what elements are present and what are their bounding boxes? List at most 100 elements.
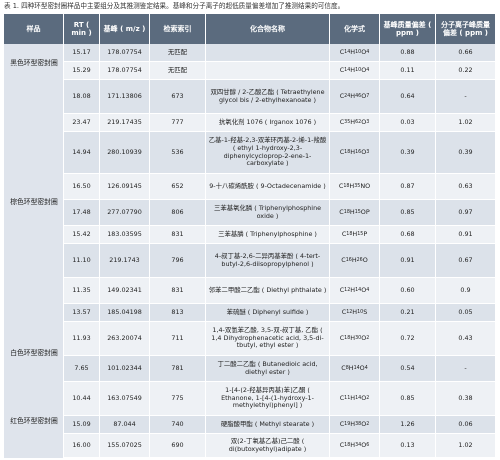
- search-index-cell: 806: [150, 200, 206, 225]
- formula-cell: C 18 H 30 O 2: [330, 322, 380, 355]
- base-error-cell: 0.72: [380, 322, 436, 355]
- base-error-cell: 0.13: [380, 434, 436, 457]
- formula-cell: C 18 H 15 P: [330, 226, 380, 243]
- mol-error-cell: 0.63: [436, 174, 496, 199]
- header-rt: RT ( min ): [64, 14, 100, 44]
- mol-error-cell: 0.38: [436, 382, 496, 415]
- mol-error-cell: -: [436, 356, 496, 381]
- base-peak-cell: 219.1743: [100, 244, 150, 277]
- rt-cell: 14.94: [64, 132, 100, 173]
- mol-error-cell: 0.22: [436, 62, 496, 79]
- mol-error-cell: 0.9: [436, 278, 496, 303]
- table-row: 11.35 149.02341 831 邻苯二甲酸二乙酯 ( Diethyl phth…: [64, 278, 496, 304]
- base-peak-cell: 277.07790: [100, 200, 150, 225]
- header-base-error: 基峰质量偏差 ( ppm ): [380, 14, 436, 44]
- mol-error-cell: 0.39: [436, 132, 496, 173]
- base-peak-cell: 178.07754: [100, 62, 150, 79]
- search-index-cell: 673: [150, 80, 206, 113]
- sample-category-label: 棕色环型密封圈: [10, 198, 58, 206]
- compound-cell: 苯硫醚 ( Diphenyl sulfide ): [206, 304, 330, 321]
- table-row: 16.00 155.07025 690 双(2-丁氧基乙基)己二酸 ( di(buto…: [64, 434, 496, 458]
- compound-cell: 丁二酸二乙酯 ( Butanedioic acid, diethyl ester…: [206, 356, 330, 381]
- header-search-index: 检索索引: [150, 14, 206, 44]
- search-index-cell: 781: [150, 356, 206, 381]
- table-row: 18.08 171.13806 673 双四甘醇 / 2-乙酸乙酯 ( Tetraet…: [64, 80, 496, 114]
- table-body: 黑色环型密封圈 棕色环型密封圈 白色环型密封圈 红色环型密封圈 15.17 178.07…: [4, 44, 496, 458]
- table-row: 17.48 277.07790 806 三苯基氧化膦 ( Triphenylphosp…: [64, 200, 496, 226]
- table-rows: 15.17 178.07754 无匹配 C 14 H 10 O 4 0.88 0.66 15.29 17…: [64, 44, 496, 458]
- formula-cell: C 11 H 14 O 2: [330, 382, 380, 415]
- mol-error-cell: 0.66: [436, 44, 496, 61]
- table-row: 16.50 126.09145 652 9-十八碳烯酰胺 ( 9-Octadecena…: [64, 174, 496, 200]
- compound-cell: 三苯基膦 ( Triphenylphosphine ): [206, 226, 330, 243]
- table-header: 样品 RT ( min ) 基峰 ( m/z ) 检索索引 化合物名称 化学式 …: [4, 14, 496, 44]
- formula-cell: C 18 H 15 OP: [330, 200, 380, 225]
- table-row: 10.44 163.07549 775 1-[4-(2-羟基异丙基)苯]乙酮 ( Et…: [64, 382, 496, 416]
- base-error-cell: 0.21: [380, 304, 436, 321]
- table-row: 15.09 87.044 740 硬脂酸甲酯 ( Methyl stearate ) C…: [64, 416, 496, 434]
- table-row: 11.10 219.1743 796 4-叔丁基-2,6-二异丙基苯酚 ( 4-ter…: [64, 244, 496, 278]
- formula-cell: C 35 H 62 O 3: [330, 114, 380, 131]
- base-error-cell: 0.91: [380, 244, 436, 277]
- base-peak-cell: 185.04198: [100, 304, 150, 321]
- mol-error-cell: -: [436, 80, 496, 113]
- compound-cell: 邻苯二甲酸二乙酯 ( Diethyl phthalate ): [206, 278, 330, 303]
- compound-cell: 双(2-丁氧基乙基)己二酸 ( di(butoxyethyl)adipate ): [206, 434, 330, 457]
- search-index-cell: 740: [150, 416, 206, 433]
- sample-category-label: 白色环型密封圈: [10, 349, 58, 357]
- rt-cell: 13.57: [64, 304, 100, 321]
- base-error-cell: 0.85: [380, 200, 436, 225]
- base-error-cell: 0.39: [380, 132, 436, 173]
- rt-cell: 11.93: [64, 322, 100, 355]
- rt-cell: 11.10: [64, 244, 100, 277]
- formula-cell: C 16 H 26 O: [330, 244, 380, 277]
- base-peak-cell: 126.09145: [100, 174, 150, 199]
- base-error-cell: 0.88: [380, 44, 436, 61]
- header-compound: 化合物名称: [206, 14, 330, 44]
- search-index-cell: 无匹配: [150, 44, 206, 61]
- rt-cell: 17.48: [64, 200, 100, 225]
- mol-error-cell: 1.02: [436, 114, 496, 131]
- base-peak-cell: 263.20074: [100, 322, 150, 355]
- formula-cell: C 24 H 46 O 7: [330, 80, 380, 113]
- formula-cell: C 19 H 38 O 2: [330, 416, 380, 433]
- header-sample: 样品: [4, 14, 64, 44]
- base-error-cell: 0.64: [380, 80, 436, 113]
- rt-cell: 15.09: [64, 416, 100, 433]
- compound-cell: 抗氧化剂 1076 ( Irganox 1076 ): [206, 114, 330, 131]
- mol-error-cell: 0.67: [436, 244, 496, 277]
- formula-cell: C 14 H 10 O 4: [330, 44, 380, 61]
- rt-cell: 16.00: [64, 434, 100, 457]
- search-index-cell: 536: [150, 132, 206, 173]
- search-index-cell: 690: [150, 434, 206, 457]
- rt-cell: 7.65: [64, 356, 100, 381]
- compound-cell: 硬脂酸甲酯 ( Methyl stearate ): [206, 416, 330, 433]
- search-index-cell: 831: [150, 226, 206, 243]
- search-index-cell: 711: [150, 322, 206, 355]
- search-index-cell: 831: [150, 278, 206, 303]
- compound-cell: 1-[4-(2-羟基异丙基)苯]乙酮 ( Ethanone, 1-[4-(1-h…: [206, 382, 330, 415]
- compound-cell: [206, 62, 330, 79]
- base-peak-cell: 171.13806: [100, 80, 150, 113]
- search-index-cell: 777: [150, 114, 206, 131]
- formula-cell: C 18 H 34 O 6: [330, 434, 380, 457]
- header-mol-error: 分子离子峰质量偏差 ( ppm ): [436, 14, 496, 44]
- search-index-cell: 652: [150, 174, 206, 199]
- search-index-cell: 无匹配: [150, 62, 206, 79]
- table-caption: 表 1. 四种环型密封圈样品中主要组分及其推测鉴定结果。基峰和分子离子的超低质量…: [4, 2, 345, 10]
- header-base-peak: 基峰 ( m/z ): [100, 14, 150, 44]
- base-error-cell: 1.26: [380, 416, 436, 433]
- base-peak-cell: 163.07549: [100, 382, 150, 415]
- compound-cell: [206, 44, 330, 61]
- table-row: 15.42 183.03595 831 三苯基膦 ( Triphenylphosphi…: [64, 226, 496, 244]
- search-index-cell: 796: [150, 244, 206, 277]
- mol-error-cell: 0.06: [436, 416, 496, 433]
- rt-cell: 15.17: [64, 44, 100, 61]
- compound-cell: 乙基-1-羟基-2,3-双苯环丙基-2-烯-1-羧酸 ( ethyl 1-hyd…: [206, 132, 330, 173]
- base-peak-cell: 183.03595: [100, 226, 150, 243]
- base-error-cell: 0.11: [380, 62, 436, 79]
- search-index-cell: 813: [150, 304, 206, 321]
- mol-error-cell: 0.91: [436, 226, 496, 243]
- base-peak-cell: 87.044: [100, 416, 150, 433]
- base-peak-cell: 178.07754: [100, 44, 150, 61]
